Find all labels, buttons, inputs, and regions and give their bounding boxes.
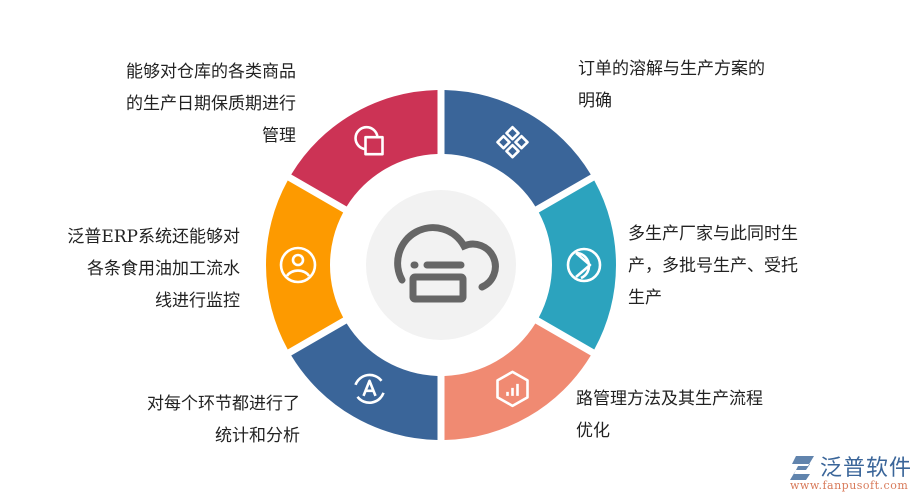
- user-circle-icon: [279, 246, 317, 284]
- cloud-printer-icon: [394, 224, 499, 303]
- logo: 泛普软件 www.fanpusoft.com: [788, 452, 918, 497]
- segment-2: [538, 180, 616, 350]
- segment-4: [291, 323, 438, 440]
- label-6: 能够对仓库的各类商品 的生产日期保质期进行 管理: [126, 62, 296, 146]
- segment-5: [266, 180, 344, 350]
- logo-url: www.fanpusoft.com: [790, 479, 909, 492]
- label-3: 路管理方法及其生产流程 优化: [576, 389, 763, 441]
- label-2: 多生产厂家与此同时生 产，多批号生产、受托 生产: [628, 224, 798, 308]
- pie-play-icon: [566, 247, 602, 283]
- segment-3: [444, 323, 591, 440]
- segment-1: [444, 90, 591, 207]
- logo-icon: [790, 456, 814, 480]
- label-4: 对每个环节都进行了 统计和分析: [147, 394, 300, 446]
- logo-name: 泛普软件: [820, 456, 913, 481]
- label-1: 订单的溶解与生产方案的 明确: [578, 59, 765, 111]
- hexagon-chart-icon: [496, 370, 529, 408]
- label-5: 泛普ERP系统还能够对 各条食用油加工流水 线进行监控: [67, 227, 240, 311]
- diamonds-grid-icon: [496, 125, 529, 159]
- refresh-a-icon: [354, 373, 385, 404]
- shapes-icon: [354, 125, 384, 156]
